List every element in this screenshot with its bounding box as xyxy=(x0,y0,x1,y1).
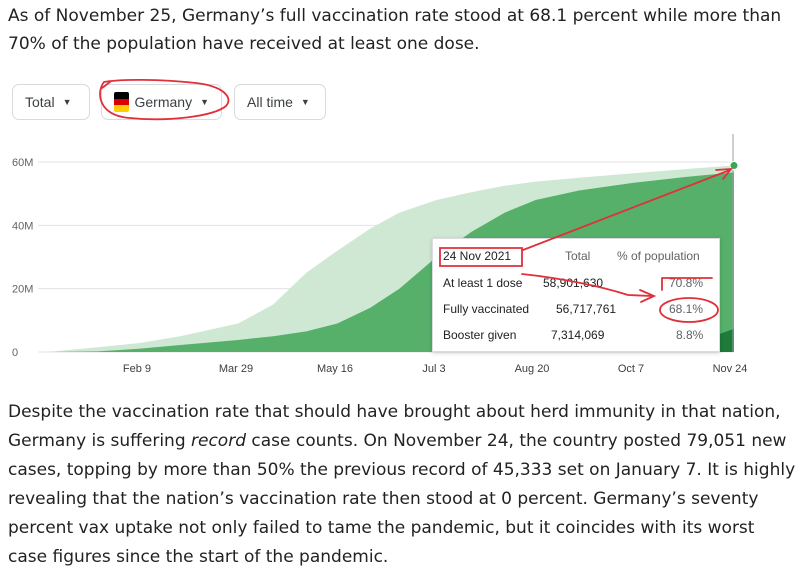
intro-paragraph: As of November 25, Germany’s full vaccin… xyxy=(8,6,782,54)
chevron-down-icon: ▼ xyxy=(300,97,310,107)
tooltip-row-label: Booster given xyxy=(443,328,517,342)
x-tick-label: Mar 29 xyxy=(219,363,253,375)
body-text-part2: case counts. On November 24, the country… xyxy=(8,431,796,567)
x-tick-label: Aug 20 xyxy=(515,363,550,375)
x-tick-label: May 16 xyxy=(317,363,353,375)
total-dropdown[interactable]: Total ▼ xyxy=(12,84,90,120)
tooltip-row-pct: 68.1% xyxy=(669,302,704,316)
total-dropdown-label: Total xyxy=(25,94,55,110)
tooltip-row-total: 56,717,761 xyxy=(556,302,617,316)
chart-tooltip: 24 Nov 2021 Total % of population At lea… xyxy=(432,238,720,352)
tooltip-row-label: Fully vaccinated xyxy=(443,302,530,316)
tooltip-row-total: 7,314,069 xyxy=(551,328,605,342)
tooltip-row-pct: 8.8% xyxy=(676,328,704,342)
y-tick-label: 40M xyxy=(12,220,33,232)
tooltip-col-pct: % of population xyxy=(617,249,700,263)
x-tick-label: Oct 7 xyxy=(618,363,644,375)
y-tick-label: 60M xyxy=(12,157,33,169)
tooltip-row-pct: 70.8% xyxy=(669,276,704,290)
body-paragraph: Despite the vaccination rate that should… xyxy=(8,398,798,572)
x-tick-label: Jul 3 xyxy=(422,363,445,375)
vaccination-chart-panel: Total ▼ Germany ▼ All time ▼ 0 20M 40M 60M F… xyxy=(0,70,803,392)
body-text-emphasis: record xyxy=(191,431,246,451)
body-text-part1: Despite the vaccination rate that should… xyxy=(8,402,781,451)
hover-point xyxy=(729,160,739,170)
y-tick-label: 20M xyxy=(12,284,33,296)
y-tick-label: 0 xyxy=(12,347,18,359)
time-range-dropdown[interactable]: All time ▼ xyxy=(234,84,326,120)
x-tick-label: Feb 9 xyxy=(123,363,151,375)
tooltip-row-label: At least 1 dose xyxy=(443,276,523,290)
chevron-down-icon: ▼ xyxy=(62,97,72,107)
time-range-dropdown-label: All time xyxy=(247,94,293,110)
tooltip-col-total: Total xyxy=(565,249,591,263)
x-tick-label: Nov 24 xyxy=(713,363,748,375)
tooltip-row-total: 58,901,630 xyxy=(543,276,604,290)
tooltip-date: 24 Nov 2021 xyxy=(443,249,512,263)
